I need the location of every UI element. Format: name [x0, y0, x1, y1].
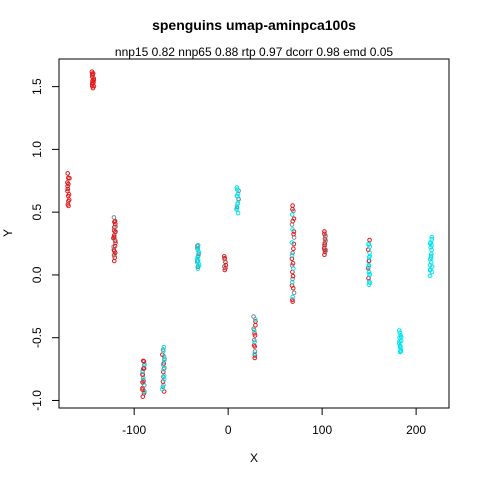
data-point: [322, 252, 327, 257]
data-point: [322, 229, 327, 234]
data-point: [322, 236, 328, 242]
data-point: [160, 386, 165, 392]
data-point: [234, 185, 240, 190]
data-point: [222, 256, 228, 261]
data-point: [195, 243, 200, 249]
data-point: [366, 269, 372, 275]
data-point: [252, 331, 257, 336]
data-point: [65, 175, 71, 181]
data-point: [428, 253, 434, 259]
data-point: [427, 273, 433, 279]
y-tick-label: -1.0: [30, 390, 44, 411]
data-point: [112, 221, 118, 227]
data-point: [291, 246, 296, 251]
x-tick-label: 200: [406, 423, 426, 437]
y-axis-label: Y: [1, 229, 15, 237]
data-point: [290, 227, 295, 232]
data-point: [89, 71, 95, 77]
y-tick-label: 0.5: [30, 203, 44, 220]
data-point: [161, 358, 167, 363]
data-point: [367, 271, 372, 277]
y-tick-label: 1.0: [30, 141, 44, 158]
data-point: [290, 273, 296, 279]
y-axis: -1.0 -0.5 0.0 0.5 1.0 1.5: [30, 78, 60, 411]
y-tick-label: 1.5: [30, 78, 44, 95]
x-tick-label: 0: [225, 423, 232, 437]
data-point: [140, 377, 146, 383]
data-point: [289, 212, 295, 217]
data-point: [291, 290, 297, 296]
data-point: [252, 333, 258, 338]
data-point: [397, 330, 403, 336]
data-point: [323, 238, 328, 244]
x-axis: -100 0 100 200: [122, 407, 426, 437]
data-point: [251, 337, 257, 343]
data-point: [253, 319, 258, 324]
data-point: [195, 247, 201, 253]
x-tick-label: 100: [312, 423, 332, 437]
data-point: [253, 322, 258, 328]
data-point: [161, 369, 166, 375]
data-point: [429, 247, 434, 253]
data-point: [160, 347, 166, 352]
data-point: [111, 215, 117, 220]
data-point: [290, 250, 295, 256]
data-point: [195, 245, 201, 251]
data-point: [252, 349, 258, 354]
data-point: [398, 333, 403, 338]
data-point: [234, 187, 240, 192]
data-point: [251, 314, 256, 319]
data-point: [235, 210, 241, 216]
data-point: [427, 241, 433, 246]
chart-subtitle: nnp15 0.82 nnp65 0.88 rtp 0.97 dcorr 0.9…: [115, 45, 394, 59]
data-point: [89, 69, 95, 74]
data-point: [251, 326, 256, 332]
data-point: [291, 216, 297, 221]
data-point: [65, 186, 71, 192]
data-point: [291, 231, 296, 237]
data-point: [322, 240, 328, 246]
data-point: [290, 276, 295, 282]
data-points: [65, 69, 435, 399]
data-point: [65, 171, 70, 176]
data-point: [195, 266, 201, 271]
data-point: [223, 262, 229, 268]
x-tick-label: -100: [122, 423, 146, 437]
y-tick-label: -0.5: [30, 327, 44, 348]
data-point: [396, 328, 402, 333]
data-point: [65, 188, 70, 194]
data-point: [367, 237, 372, 243]
data-point: [366, 263, 372, 268]
data-point: [290, 297, 295, 303]
data-point: [140, 358, 146, 364]
x-axis-label: X: [250, 451, 258, 465]
data-point: [289, 263, 295, 268]
y-tick-label: 0.0: [30, 266, 44, 283]
data-point: [290, 203, 295, 208]
data-point: [113, 224, 118, 229]
data-point: [252, 351, 257, 357]
data-point: [290, 260, 296, 266]
data-point: [429, 234, 435, 240]
chart-title: spenguins umap-aminpca100s: [152, 17, 356, 33]
data-point: [65, 180, 70, 185]
data-point: [322, 231, 327, 237]
data-point: [289, 240, 295, 245]
data-point: [289, 256, 295, 262]
data-point: [161, 361, 167, 366]
data-point: [429, 237, 435, 242]
data-point: [290, 294, 295, 300]
data-point: [221, 254, 227, 259]
data-point: [162, 356, 167, 362]
data-point: [397, 343, 403, 348]
data-point: [289, 252, 295, 258]
data-point: [290, 299, 295, 304]
data-point: [112, 255, 118, 260]
data-point: [161, 344, 167, 350]
data-point: [141, 365, 147, 371]
